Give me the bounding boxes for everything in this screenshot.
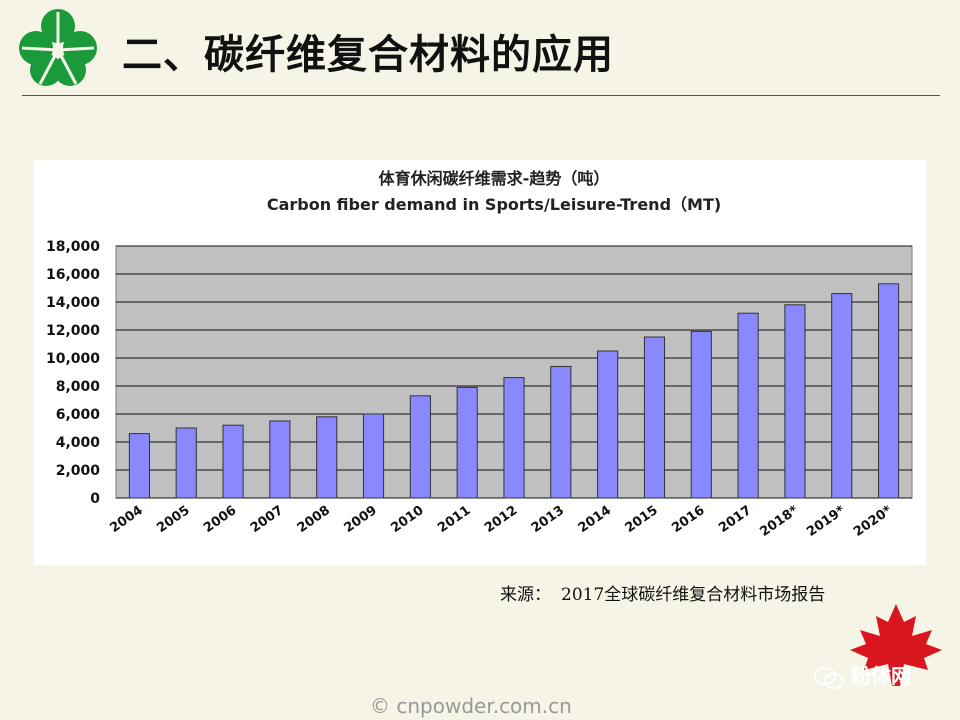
bar-2016 — [690, 330, 712, 499]
page-title: 二、碳纤维复合材料的应用 — [122, 32, 614, 78]
y-tick-label: 12,000 — [46, 323, 100, 339]
y-tick-label: 16,000 — [46, 267, 100, 283]
x-tick-label: 2013 — [529, 503, 567, 536]
bar-2014 — [597, 350, 619, 499]
bar-2012 — [503, 377, 525, 499]
y-tick-label: 4,000 — [56, 435, 101, 451]
x-tick-label: 2012 — [482, 503, 520, 536]
y-tick-label: 14,000 — [46, 295, 100, 311]
bar-2008 — [316, 416, 338, 499]
wechat-account: 粉体网 — [814, 660, 911, 689]
bar-2011 — [456, 386, 478, 499]
bar-2009 — [362, 413, 385, 499]
maple-leaf-icon — [850, 604, 942, 686]
footer-copyright: © cnpowder.com.cn — [370, 694, 572, 718]
wechat-icon — [814, 666, 844, 689]
y-tick-label: 0 — [90, 491, 100, 507]
bar-2020 — [878, 283, 900, 499]
bar-2015 — [643, 336, 666, 499]
bar-2018 — [784, 304, 806, 499]
chart-title: 体育休闲碳纤维需求-趋势（吨） — [379, 169, 610, 188]
bar-2019 — [831, 293, 853, 499]
wechat-name: 粉体网 — [850, 664, 911, 688]
x-tick-label: 2019* — [804, 503, 848, 540]
source-label: 来源： — [500, 585, 551, 605]
bar-2017 — [737, 312, 759, 499]
x-tick-label: 2008 — [295, 503, 333, 536]
bar-2005 — [175, 427, 197, 499]
bar-chart: 体育休闲碳纤维需求-趋势（吨） Carbon fiber demand in S… — [46, 169, 913, 540]
x-tick-label: 2015 — [623, 503, 661, 536]
x-tick-label: 2014 — [576, 503, 614, 536]
title-divider — [22, 95, 940, 96]
chart-panel: 体育休闲碳纤维需求-趋势（吨） Carbon fiber demand in S… — [34, 160, 926, 565]
bar-2013 — [550, 365, 572, 499]
bar-2007 — [269, 420, 291, 499]
x-tick-label: 2020* — [851, 503, 895, 540]
clover-logo-icon — [19, 9, 97, 86]
bar-2010 — [409, 395, 431, 499]
x-tick-label: 2006 — [201, 503, 239, 536]
bar-2006 — [222, 424, 244, 499]
y-tick-label: 18,000 — [46, 239, 100, 255]
y-tick-label: 2,000 — [56, 463, 101, 479]
y-tick-label: 6,000 — [56, 407, 101, 423]
x-tick-label: 2016 — [669, 503, 707, 536]
x-tick-label: 2010 — [388, 503, 426, 536]
x-tick-label: 2004 — [107, 503, 145, 536]
source-note: 来源： 2017全球碳纤维复合材料市场报告 — [500, 580, 825, 605]
x-tick-label: 2017 — [716, 503, 754, 536]
y-tick-label: 8,000 — [56, 379, 101, 395]
x-tick-label: 2011 — [435, 503, 473, 536]
y-tick-label: 10,000 — [46, 351, 100, 367]
chart-subtitle: Carbon fiber demand in Sports/Leisure-Tr… — [267, 195, 721, 214]
bar-2004 — [128, 433, 150, 499]
x-tick-label: 2007 — [248, 503, 286, 536]
source-text: 2017全球碳纤维复合材料市场报告 — [561, 585, 826, 605]
x-tick-label: 2018* — [757, 503, 801, 540]
x-tick-label: 2005 — [154, 503, 192, 536]
x-tick-label: 2009 — [342, 503, 380, 536]
